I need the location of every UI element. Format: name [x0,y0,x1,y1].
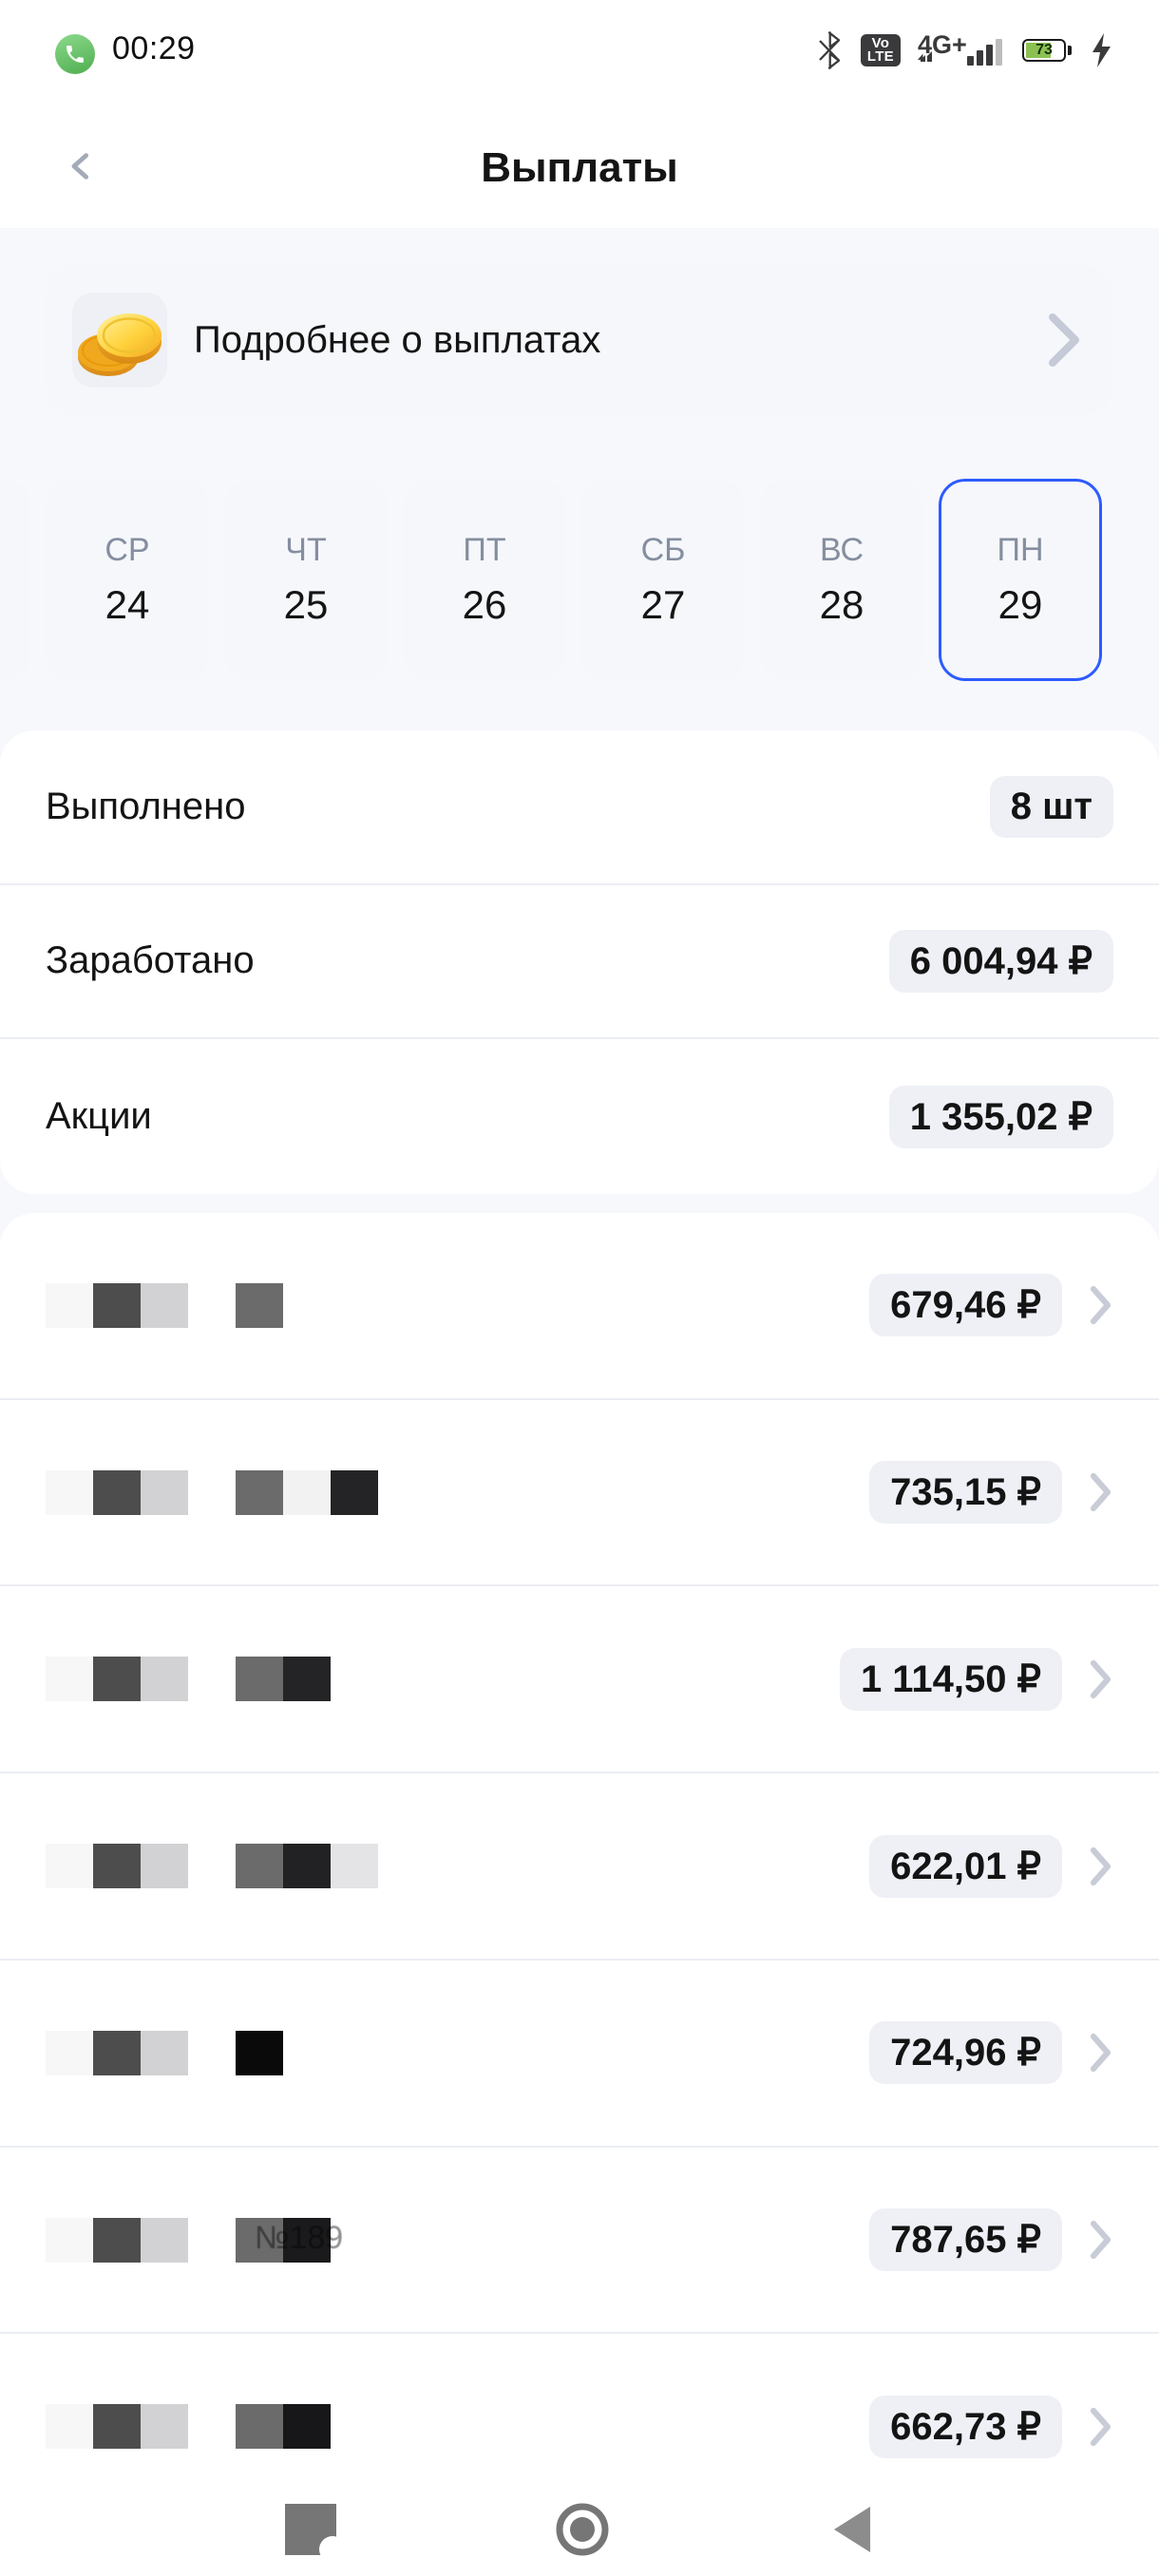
svg-text:4G+: 4G+ [918,31,967,59]
